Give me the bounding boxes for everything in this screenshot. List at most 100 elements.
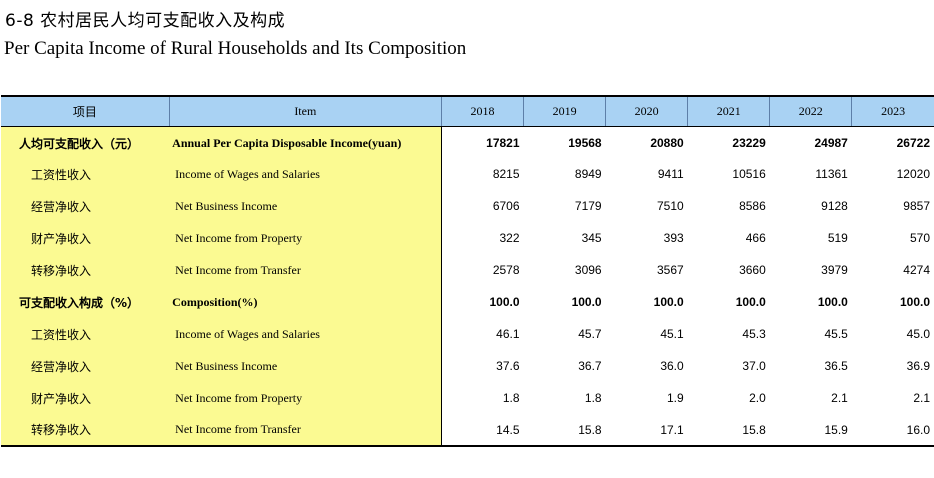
value-cell: 15.8 <box>687 414 770 447</box>
row-label-cn: 财产净收入 <box>1 222 170 254</box>
value-cell: 466 <box>745 231 766 245</box>
value-cell: 3096 <box>574 263 602 277</box>
row-label-cn: 人均可支配收入（元） <box>1 126 170 158</box>
table-row: 经营净收入 Net Business Income 6706 7179 7510 8586… <box>1 190 934 222</box>
value-cell: 9857 <box>903 199 930 213</box>
value-cell: 45.7 <box>578 327 602 341</box>
value-cell: 36.0 <box>660 359 684 373</box>
header-year: 2018 <box>440 95 524 127</box>
header-item-cn: 项目 <box>1 95 170 127</box>
value-cell: 7179 <box>574 199 602 213</box>
row-label-en: Net Income from Transfer <box>169 254 442 286</box>
value-cell: 100.0 <box>489 295 520 309</box>
table-row: 人均可支配收入（元） Annual Per Capita Disposable I… <box>1 126 934 158</box>
value-cell: 36.7 <box>578 359 602 373</box>
table-header: 项目 Item 2018 2019 2020 2021 2022 2023 <box>1 95 934 127</box>
row-label-en: Composition(%) <box>169 286 442 318</box>
value-cell: 8586 <box>739 199 766 213</box>
value-cell: 100.0 <box>817 295 848 309</box>
header-year: 2023 <box>851 95 934 127</box>
value-cell: 1.8 <box>584 391 602 405</box>
header-row: 项目 Item 2018 2019 2020 2021 2022 2023 <box>1 95 934 127</box>
value-cell: 9128 <box>821 199 848 213</box>
header-year: 2021 <box>687 95 770 127</box>
value-cell: 4274 <box>903 263 930 277</box>
value-cell: 100.0 <box>571 295 602 309</box>
row-label-en: Net Income from Property <box>169 382 442 414</box>
value-cell: 10516 <box>732 167 766 181</box>
table-title-en: Per Capita Income of Rural Households an… <box>4 38 467 59</box>
value-cell: 100.0 <box>735 295 766 309</box>
value-cell: 8215 <box>492 167 520 181</box>
row-label-cn: 经营净收入 <box>1 350 170 382</box>
row-label-cn: 工资性收入 <box>1 158 170 190</box>
row-label-cn: 转移净收入 <box>1 414 170 447</box>
table-row: 工资性收入 Income of Wages and Salaries 46.1 45.… <box>1 318 934 350</box>
table-title-cn: 6-8 农村居民人均可支配收入及构成 <box>5 11 286 31</box>
value-cell: 37.0 <box>742 359 766 373</box>
value-cell: 17821 <box>486 136 520 151</box>
table-row: 工资性收入 Income of Wages and Salaries 8215 894… <box>1 158 934 190</box>
value-cell: 19568 <box>568 136 602 151</box>
table-body: 人均可支配收入（元） Annual Per Capita Disposable I… <box>1 126 934 447</box>
value-cell: 1.8 <box>502 391 520 405</box>
value-cell: 12020 <box>896 167 930 181</box>
row-label-en: Income of Wages and Salaries <box>169 318 442 350</box>
value-cell: 3979 <box>821 263 848 277</box>
table-row: 可支配收入构成（%） Composition(%) 100.0 100.0 100.0 1… <box>1 286 934 318</box>
row-label-en: Net Business Income <box>169 350 442 382</box>
value-cell: 3660 <box>739 263 766 277</box>
value-cell: 8949 <box>574 167 602 181</box>
header-year: 2019 <box>523 95 606 127</box>
value-cell: 16.0 <box>851 414 934 447</box>
row-label-en: Annual Per Capita Disposable Income(yuan… <box>169 126 442 158</box>
table-row: 转移净收入 Net Income from Transfer 2578 3096 356… <box>1 254 934 286</box>
row-label-en: Net Income from Property <box>169 222 442 254</box>
value-cell: 45.5 <box>824 327 848 341</box>
table-row: 转移净收入 Net Income from Transfer 14.5 15.8 17.… <box>1 414 934 447</box>
value-cell: 2.1 <box>831 391 848 405</box>
value-cell: 15.8 <box>523 414 606 447</box>
value-cell: 2.1 <box>913 391 930 405</box>
table-row: 经营净收入 Net Business Income 37.6 36.7 36.0 37.0… <box>1 350 934 382</box>
row-label-en: Income of Wages and Salaries <box>169 158 442 190</box>
value-cell: 100.0 <box>653 295 684 309</box>
value-cell: 3567 <box>656 263 684 277</box>
value-cell: 2578 <box>492 263 520 277</box>
value-cell: 100.0 <box>899 295 930 309</box>
value-cell: 46.1 <box>496 327 520 341</box>
row-label-en: Net Income from Transfer <box>169 414 442 447</box>
value-cell: 24987 <box>814 136 848 151</box>
value-cell: 36.5 <box>824 359 848 373</box>
value-cell: 345 <box>581 231 602 245</box>
row-label-cn: 经营净收入 <box>1 190 170 222</box>
value-cell: 2.0 <box>749 391 766 405</box>
value-cell: 36.9 <box>906 359 930 373</box>
value-cell: 393 <box>663 231 684 245</box>
table-row: 财产净收入 Net Income from Property 1.8 1.8 1.9 2.… <box>1 382 934 414</box>
value-cell: 20880 <box>650 136 684 151</box>
value-cell: 45.3 <box>742 327 766 341</box>
value-cell: 45.0 <box>906 327 930 341</box>
value-cell: 519 <box>827 231 848 245</box>
value-cell: 14.5 <box>441 414 524 447</box>
row-label-en: Net Business Income <box>169 190 442 222</box>
value-cell: 1.9 <box>667 391 684 405</box>
value-cell: 6706 <box>492 199 520 213</box>
value-cell: 15.9 <box>769 414 852 447</box>
header-year: 2020 <box>605 95 688 127</box>
row-label-cn: 可支配收入构成（%） <box>1 286 170 318</box>
value-cell: 570 <box>909 231 930 245</box>
table-row: 财产净收入 Net Income from Property 322 345 393 46… <box>1 222 934 254</box>
row-label-cn: 财产净收入 <box>1 382 170 414</box>
value-cell: 37.6 <box>496 359 520 373</box>
value-cell: 7510 <box>656 199 684 213</box>
header-item-en: Item <box>168 95 442 127</box>
value-cell: 322 <box>499 231 520 245</box>
value-cell: 23229 <box>732 136 766 151</box>
value-cell: 17.1 <box>605 414 688 447</box>
value-cell: 45.1 <box>660 327 684 341</box>
header-year: 2022 <box>769 95 852 127</box>
row-label-cn: 工资性收入 <box>1 318 170 350</box>
value-cell: 9411 <box>657 167 684 181</box>
